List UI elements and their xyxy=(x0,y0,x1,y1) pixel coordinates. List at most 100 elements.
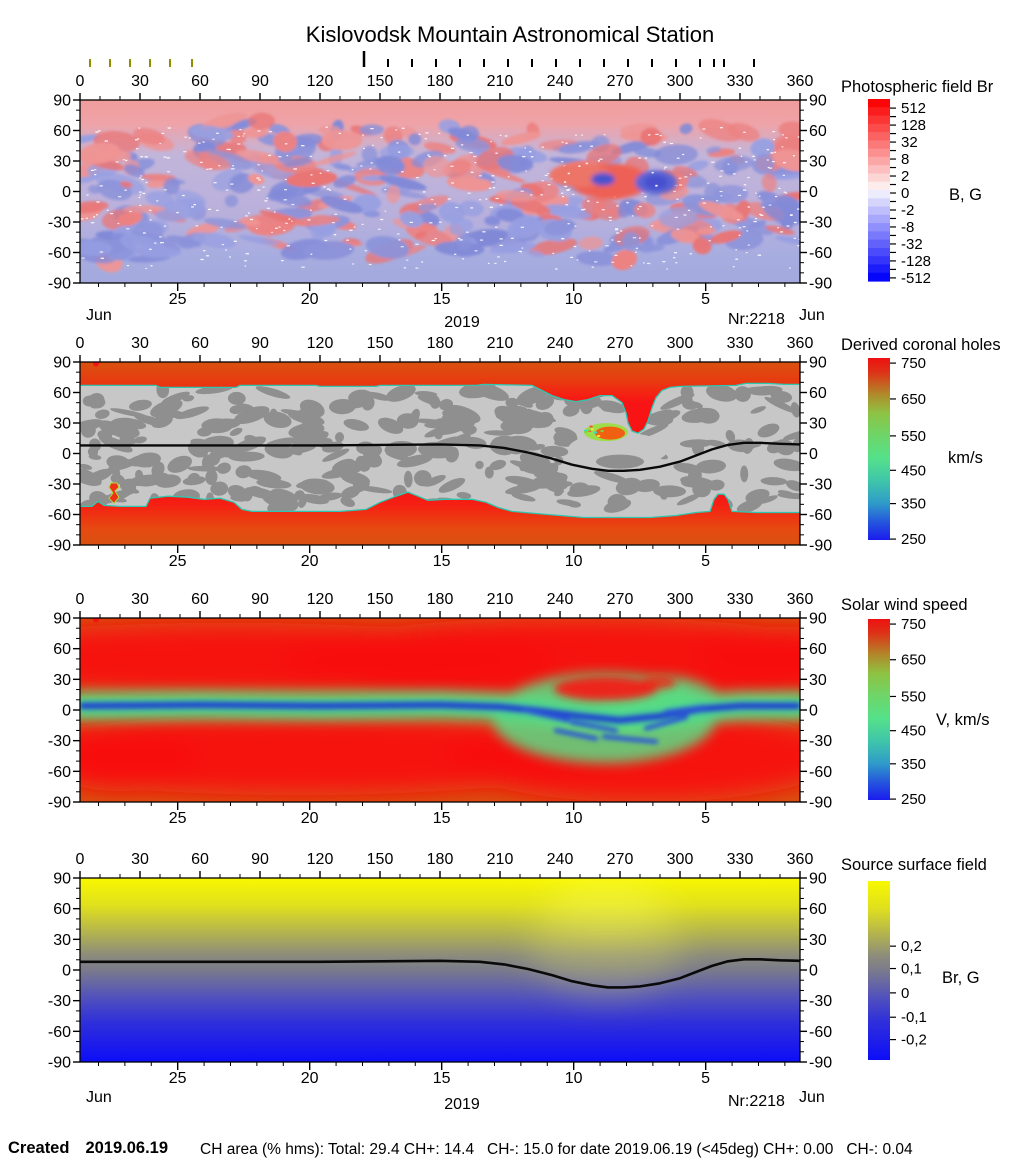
svg-text:60: 60 xyxy=(53,123,71,140)
svg-text:0: 0 xyxy=(901,185,909,202)
neutral-line-p2 xyxy=(80,441,800,472)
svg-text:90: 90 xyxy=(53,611,71,628)
svg-text:210: 210 xyxy=(487,73,514,90)
colorbar-solar-wind-speed: 750 650 550 450 350 250 xyxy=(868,616,926,808)
svg-text:30: 30 xyxy=(809,672,827,689)
svg-text:0: 0 xyxy=(62,446,71,463)
svg-text:10: 10 xyxy=(565,810,583,827)
svg-text:300: 300 xyxy=(667,335,694,352)
svg-text:30: 30 xyxy=(131,335,149,352)
svg-text:-60: -60 xyxy=(809,245,832,262)
svg-text:-90: -90 xyxy=(809,795,832,812)
svg-text:30: 30 xyxy=(131,591,149,608)
svg-text:30: 30 xyxy=(809,416,827,433)
year-label-p1: 2019 xyxy=(444,314,480,331)
svg-text:90: 90 xyxy=(53,871,71,888)
created-label: Created xyxy=(8,1139,70,1157)
svg-text:180: 180 xyxy=(427,851,454,868)
svg-text:300: 300 xyxy=(667,591,694,608)
svg-text:450: 450 xyxy=(901,723,926,740)
svg-text:-60: -60 xyxy=(48,764,71,781)
observation-tick-marks xyxy=(89,51,755,67)
svg-text:0: 0 xyxy=(62,703,71,720)
svg-text:25: 25 xyxy=(169,810,187,827)
svg-text:15: 15 xyxy=(433,1070,451,1087)
year-label-p4: 2019 xyxy=(444,1096,480,1113)
map-derived-coronal-holes xyxy=(80,362,800,545)
svg-text:0: 0 xyxy=(76,591,85,608)
svg-text:270: 270 xyxy=(607,335,634,352)
svg-text:360: 360 xyxy=(787,851,814,868)
svg-text:-30: -30 xyxy=(809,477,832,494)
svg-text:90: 90 xyxy=(809,871,827,888)
svg-text:350: 350 xyxy=(901,496,926,513)
svg-text:0,2: 0,2 xyxy=(901,938,922,955)
svg-text:-128: -128 xyxy=(901,253,931,270)
month-label-left-p1: Jun xyxy=(86,307,112,324)
svg-text:-60: -60 xyxy=(809,507,832,524)
svg-text:120: 120 xyxy=(307,335,334,352)
svg-text:180: 180 xyxy=(427,335,454,352)
svg-text:120: 120 xyxy=(307,851,334,868)
rotation-label-p1: Nr:2218 xyxy=(728,311,785,328)
svg-text:300: 300 xyxy=(667,851,694,868)
svg-text:5: 5 xyxy=(701,1070,710,1087)
svg-text:330: 330 xyxy=(727,73,754,90)
svg-text:360: 360 xyxy=(787,335,814,352)
svg-text:210: 210 xyxy=(487,335,514,352)
svg-text:270: 270 xyxy=(607,591,634,608)
svg-text:15: 15 xyxy=(433,553,451,570)
svg-text:30: 30 xyxy=(53,154,71,171)
svg-text:10: 10 xyxy=(565,1070,583,1087)
svg-text:5: 5 xyxy=(701,810,710,827)
svg-text:360: 360 xyxy=(787,73,814,90)
svg-text:30: 30 xyxy=(53,932,71,949)
svg-text:60: 60 xyxy=(53,641,71,658)
svg-text:-30: -30 xyxy=(48,477,71,494)
svg-text:240: 240 xyxy=(547,335,574,352)
svg-text:250: 250 xyxy=(901,791,926,808)
rotation-label-p4: Nr:2218 xyxy=(728,1093,785,1110)
svg-text:270: 270 xyxy=(607,73,634,90)
svg-text:-90: -90 xyxy=(48,538,71,555)
svg-text:20: 20 xyxy=(301,291,319,308)
svg-text:-60: -60 xyxy=(809,764,832,781)
svg-text:120: 120 xyxy=(307,73,334,90)
svg-text:-60: -60 xyxy=(48,507,71,524)
svg-text:90: 90 xyxy=(251,73,269,90)
svg-text:30: 30 xyxy=(131,73,149,90)
svg-text:30: 30 xyxy=(53,416,71,433)
svg-text:0: 0 xyxy=(809,184,818,201)
svg-text:750: 750 xyxy=(901,616,926,633)
month-label-right-p4: Jun xyxy=(799,1089,825,1106)
svg-text:60: 60 xyxy=(191,591,209,608)
colorbar-source-surface: 0,2 0,1 0 -0,1 -0,2 xyxy=(868,881,927,1060)
unit-label-bg: B, G xyxy=(949,186,983,204)
svg-text:90: 90 xyxy=(809,93,827,110)
svg-text:-30: -30 xyxy=(48,993,71,1010)
svg-text:-0,1: -0,1 xyxy=(901,1009,927,1026)
svg-text:90: 90 xyxy=(53,355,71,372)
svg-text:-0,2: -0,2 xyxy=(901,1032,927,1049)
svg-text:30: 30 xyxy=(809,154,827,171)
colorbar-title-solar-wind: Solar wind speed xyxy=(841,596,968,614)
colorbar-derived-coronal-holes: 750 650 550 450 350 250 xyxy=(868,355,926,548)
svg-text:0: 0 xyxy=(76,335,85,352)
svg-text:180: 180 xyxy=(427,591,454,608)
colorbar-title-photospheric: Photospheric field Br xyxy=(841,78,994,96)
svg-text:2: 2 xyxy=(901,168,909,185)
svg-text:60: 60 xyxy=(809,901,827,918)
svg-text:90: 90 xyxy=(251,851,269,868)
created-date: 2019.06.19 xyxy=(85,1139,169,1157)
svg-text:0: 0 xyxy=(76,73,85,90)
svg-text:360: 360 xyxy=(787,591,814,608)
svg-text:210: 210 xyxy=(487,851,514,868)
svg-text:60: 60 xyxy=(191,851,209,868)
svg-text:-30: -30 xyxy=(809,215,832,232)
svg-text:750: 750 xyxy=(901,355,926,372)
ch-area-summary: CH area (% hms): Total: 29.4 CH+: 14.4 C… xyxy=(200,1141,913,1158)
svg-text:-30: -30 xyxy=(809,733,832,750)
svg-text:-90: -90 xyxy=(48,795,71,812)
